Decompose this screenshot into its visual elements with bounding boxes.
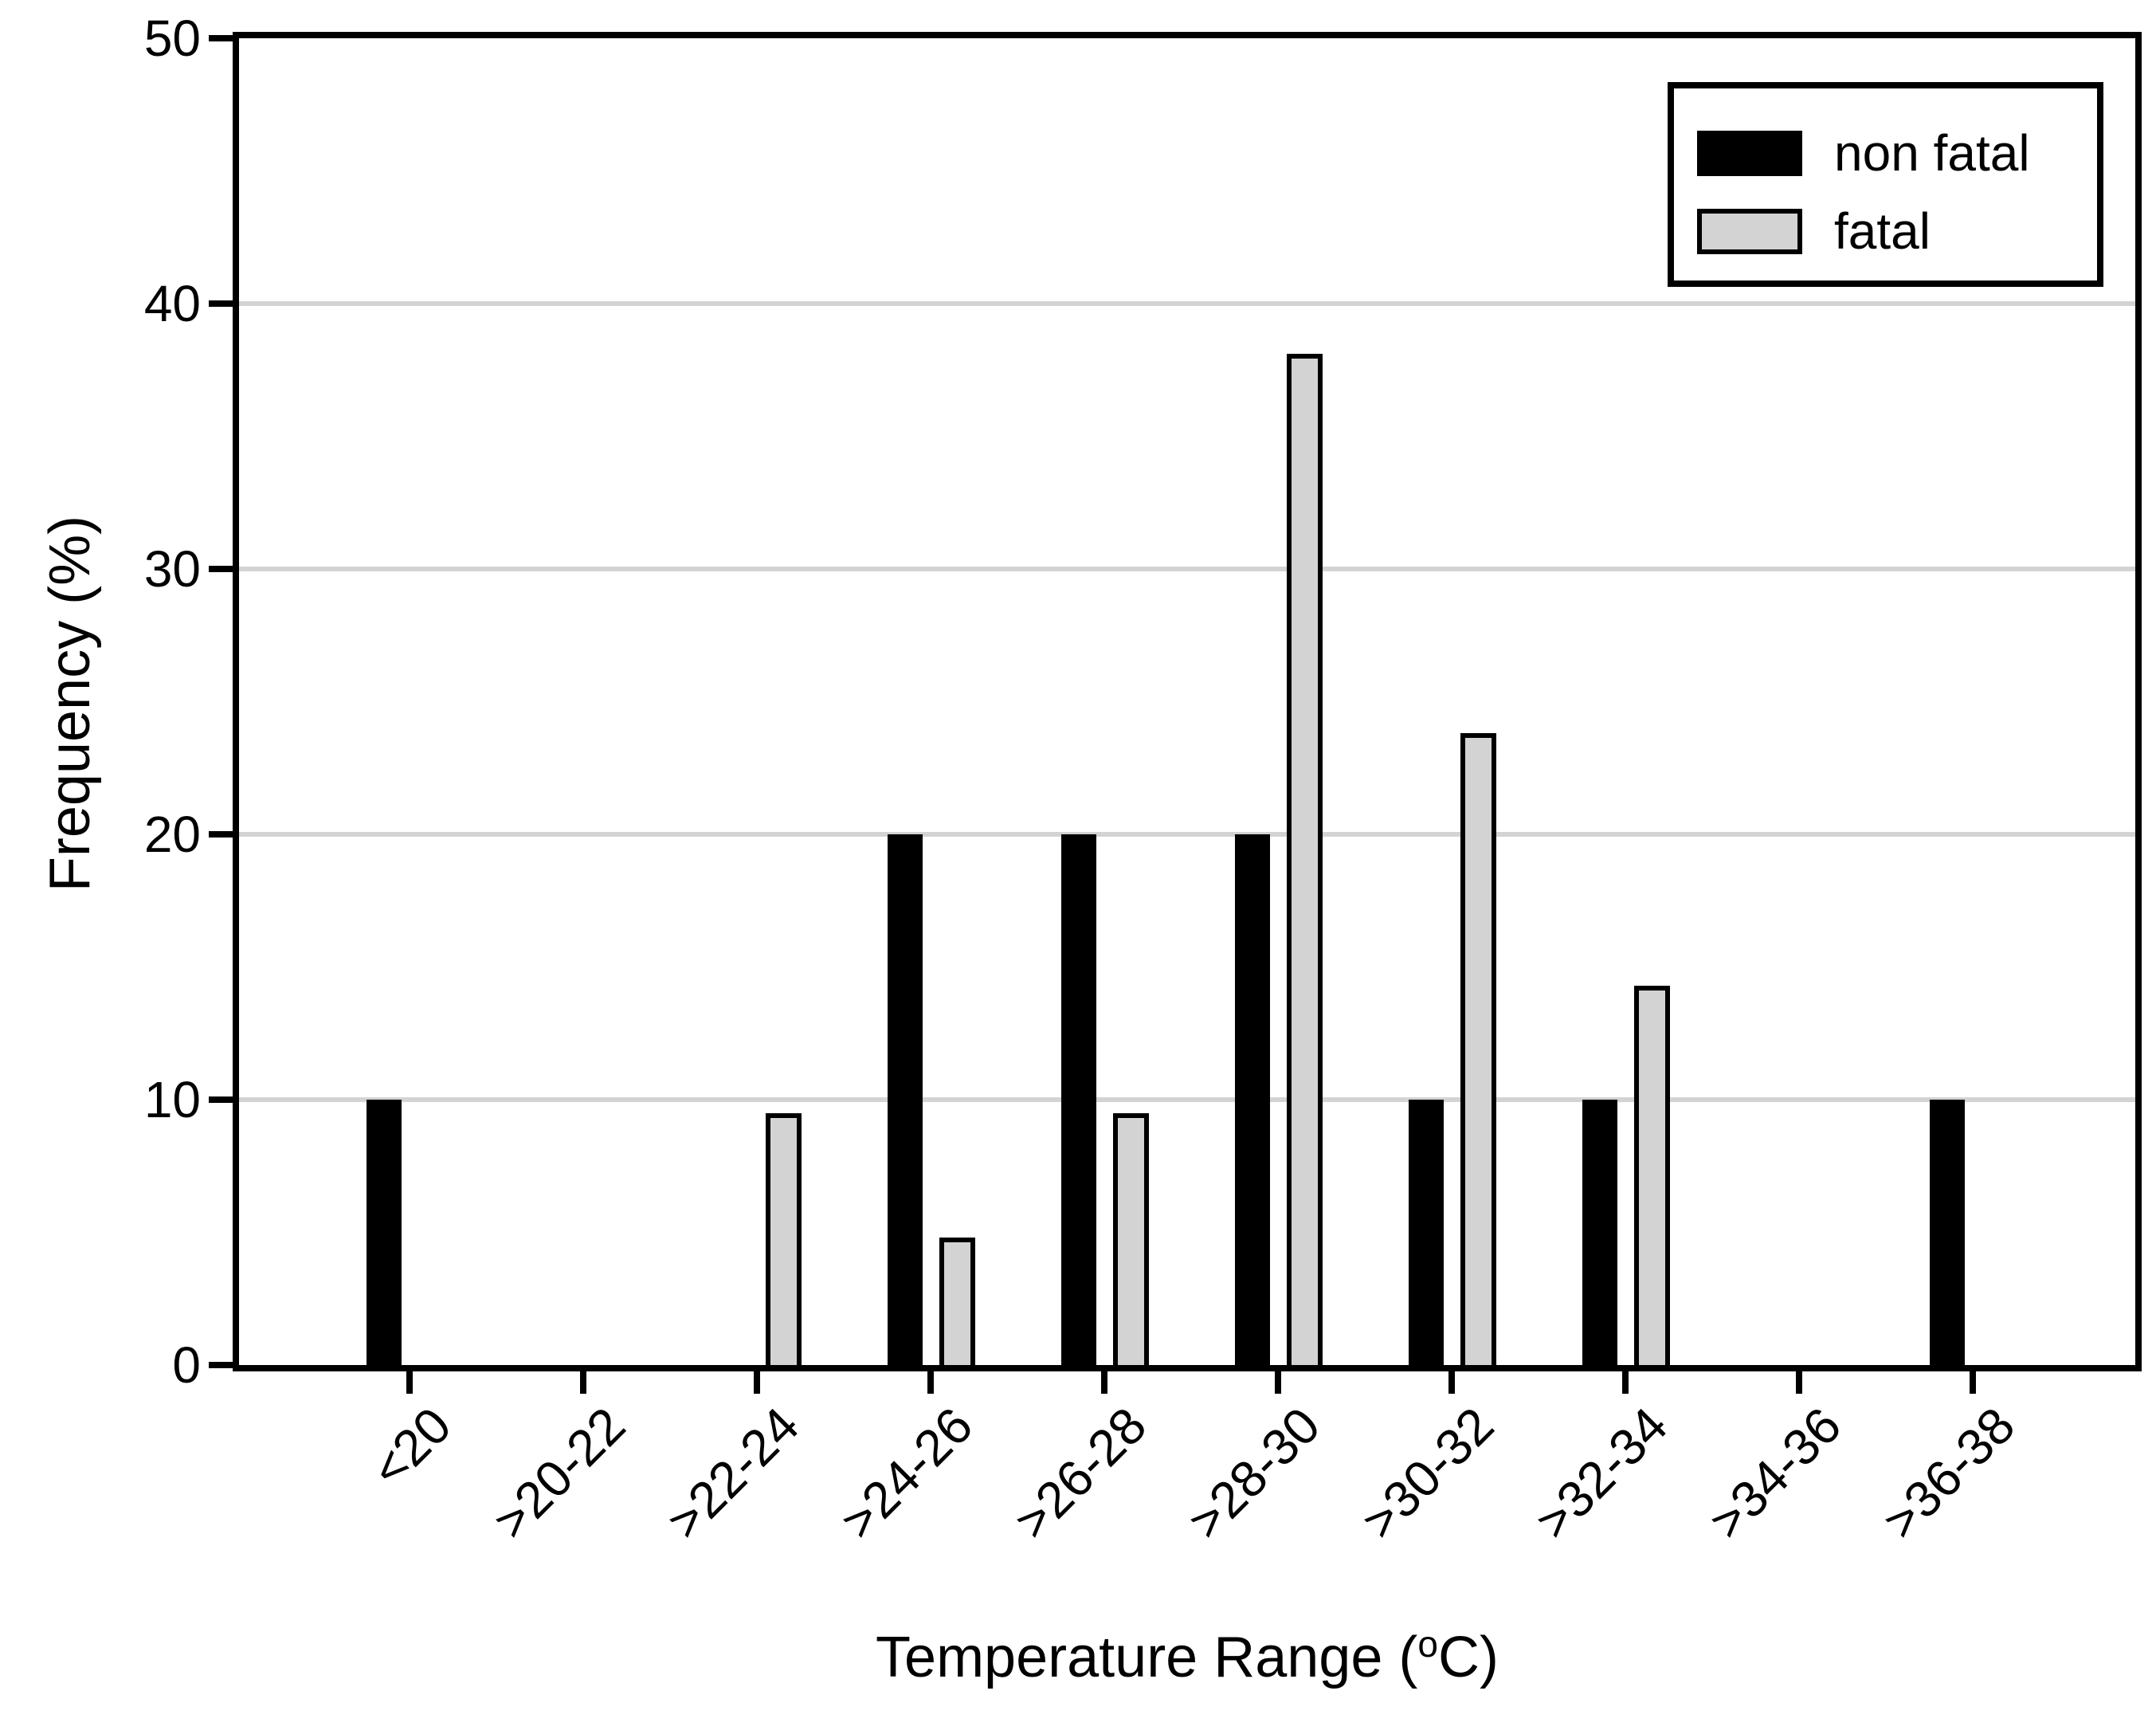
x-tick-label-<20: <20	[360, 1396, 463, 1498]
x-tick->30-32	[1448, 1371, 1455, 1394]
bar-non-fatal-<20	[367, 1100, 402, 1365]
x-tick-label->22-24: >22-24	[656, 1396, 810, 1551]
x-axis-title-post: C)	[1437, 1626, 1499, 1689]
bar-fatal->22-24	[766, 1112, 802, 1365]
x-tick-label->24-26: >24-26	[829, 1396, 984, 1551]
grid-line-10	[239, 1097, 2135, 1102]
legend-row-non-fatal: non fatal	[1697, 125, 2097, 181]
x-tick-label->30-32: >30-32	[1350, 1396, 1505, 1551]
bar-non-fatal->28-30	[1235, 834, 1270, 1365]
bar-fatal->30-32	[1460, 733, 1496, 1365]
bar-non-fatal->26-28	[1061, 834, 1096, 1365]
legend-swatch-fatal	[1697, 208, 1802, 254]
x-tick->24-26	[927, 1371, 934, 1394]
bar-fatal->28-30	[1287, 354, 1323, 1365]
bar-fatal->24-26	[939, 1238, 975, 1365]
y-tick-label-50: 50	[143, 10, 201, 67]
y-tick-40	[209, 300, 233, 307]
x-tick->20-22	[580, 1371, 586, 1394]
degree-superscript: o	[1417, 1623, 1438, 1665]
x-tick->28-30	[1275, 1371, 1281, 1394]
legend: non fatal fatal	[1668, 82, 2103, 287]
x-tick->26-28	[1101, 1371, 1107, 1394]
x-tick-label->32-34: >32-34	[1524, 1396, 1679, 1551]
x-tick-<20	[406, 1371, 413, 1394]
bar-non-fatal->30-32	[1409, 1100, 1444, 1365]
bar-fatal->32-34	[1634, 985, 1670, 1365]
y-tick-50	[209, 35, 233, 41]
y-tick-label-30: 30	[143, 540, 201, 598]
bar-fatal->26-28	[1113, 1112, 1149, 1365]
bar-non-fatal->24-26	[888, 834, 923, 1365]
grid-line-30	[239, 567, 2135, 571]
x-tick->34-36	[1796, 1371, 1802, 1394]
y-tick-label-40: 40	[143, 275, 201, 332]
y-tick-label-10: 10	[143, 1071, 201, 1128]
legend-label-non-fatal: non fatal	[1834, 124, 2030, 182]
grid-line-40	[239, 301, 2135, 306]
bar-non-fatal->32-34	[1582, 1100, 1617, 1365]
x-tick->32-34	[1622, 1371, 1629, 1394]
x-axis-title-pre: Temperature Range (	[876, 1626, 1418, 1689]
y-axis-title: Frequency (%)	[38, 515, 102, 892]
y-tick-label-0: 0	[172, 1336, 201, 1394]
x-tick->36-38	[1970, 1371, 1976, 1394]
y-tick-0	[209, 1362, 233, 1368]
x-tick-label->28-30: >28-30	[1177, 1396, 1331, 1551]
x-tick-label->34-36: >34-36	[1698, 1396, 1852, 1551]
grid-line-20	[239, 832, 2135, 837]
legend-swatch-non-fatal	[1697, 130, 1802, 176]
x-tick-label->26-28: >26-28	[1003, 1396, 1158, 1551]
x-axis-title: Temperature Range (oC)	[233, 1626, 2142, 1689]
bar-non-fatal->36-38	[1930, 1100, 1965, 1365]
legend-label-fatal: fatal	[1834, 202, 1931, 260]
x-tick-label->20-22: >20-22	[482, 1396, 637, 1551]
y-tick-label-20: 20	[143, 806, 201, 863]
legend-row-fatal: fatal	[1697, 203, 2097, 259]
x-tick->22-24	[754, 1371, 760, 1394]
y-tick-30	[209, 566, 233, 572]
plot-area	[239, 38, 2135, 1365]
x-tick-label->36-38: >36-38	[1872, 1396, 2026, 1551]
y-tick-20	[209, 831, 233, 838]
y-tick-10	[209, 1096, 233, 1103]
